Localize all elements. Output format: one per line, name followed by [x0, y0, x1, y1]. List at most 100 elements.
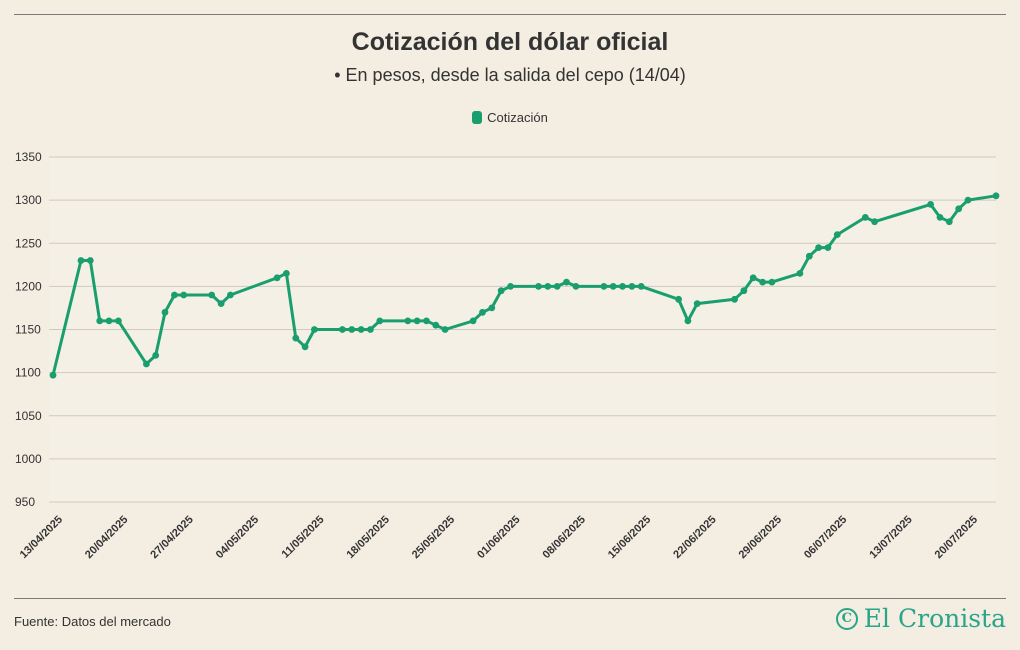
x-tick-label: 06/07/2025 [802, 514, 849, 561]
data-point [497, 287, 505, 295]
data-point [283, 270, 290, 277]
x-tick-label: 04/05/2025 [214, 514, 261, 561]
data-point [292, 334, 300, 342]
data-point [77, 257, 85, 264]
data-point [609, 283, 617, 290]
data-point [441, 326, 449, 333]
x-tick-label: 15/06/2025 [606, 514, 653, 561]
data-point [357, 326, 365, 333]
data-point [637, 283, 645, 290]
data-point [619, 283, 626, 290]
data-point [180, 291, 188, 299]
data-point [740, 287, 748, 295]
data-point [479, 308, 486, 316]
data-point [49, 371, 57, 379]
y-tick-label: 1050 [15, 409, 42, 423]
x-tick-label: 01/06/2025 [475, 514, 522, 561]
data-point [152, 352, 160, 359]
data-point [86, 257, 94, 264]
data-point [675, 295, 682, 303]
y-tick-label: 1000 [15, 452, 42, 466]
data-point [311, 326, 318, 333]
top-divider [14, 14, 1006, 15]
data-point [217, 300, 225, 307]
data-point [833, 231, 841, 239]
legend-swatch [472, 111, 483, 124]
x-tick-label: 25/05/2025 [410, 514, 457, 561]
data-point [535, 283, 542, 290]
y-tick-label: 1250 [15, 236, 42, 250]
data-point [301, 343, 309, 351]
data-point [469, 317, 477, 325]
chart-subtitle: • En pesos, desde la salida del cepo (14… [334, 65, 686, 85]
data-point [684, 317, 692, 325]
y-tick-label: 950 [15, 495, 35, 509]
y-tick-label: 1150 [15, 323, 41, 337]
y-tick-label: 1100 [15, 366, 41, 380]
data-point [871, 218, 878, 226]
legend: Cotización [0, 110, 1020, 125]
data-point [413, 317, 421, 325]
data-point [339, 326, 346, 333]
data-point [273, 274, 281, 282]
data-point [861, 214, 869, 221]
data-point [964, 196, 972, 204]
y-tick-label: 1300 [15, 193, 42, 207]
data-point [171, 291, 178, 299]
data-point [105, 317, 113, 325]
data-point [423, 317, 430, 325]
bottom-divider [14, 598, 1006, 599]
data-point [488, 304, 496, 312]
data-point [553, 283, 561, 290]
data-point [805, 252, 813, 260]
x-tick-label: 18/05/2025 [344, 514, 391, 561]
x-tick-label: 29/06/2025 [737, 514, 784, 561]
line-chart: 950 1000 1050 1100 1150 1200 1250 1300 1350 13/04… [15, 150, 1000, 561]
data-point [955, 205, 963, 213]
data-point [759, 278, 766, 286]
x-tick-label: 13/07/2025 [867, 514, 914, 561]
x-tick-label: 08/06/2025 [541, 514, 588, 561]
data-point [404, 317, 412, 325]
source-note: Fuente: Datos del mercado [14, 614, 171, 629]
data-point [143, 360, 150, 368]
data-point [544, 283, 552, 290]
data-point [432, 321, 440, 329]
data-point [936, 214, 944, 221]
data-point [96, 317, 104, 325]
data-point [227, 291, 234, 299]
data-point [815, 244, 822, 252]
chart-title: Cotización del dólar oficial [351, 28, 669, 56]
data-point [161, 308, 169, 316]
data-point [376, 317, 384, 325]
data-point [208, 291, 216, 299]
x-tick-label: 22/06/2025 [671, 514, 718, 561]
brand-name: El Cronista [863, 604, 1006, 633]
x-tick-label: 20/07/2025 [933, 514, 980, 561]
data-point [927, 201, 934, 208]
data-point [348, 326, 356, 333]
brand-logo: C El Cronista [835, 604, 1006, 633]
data-point [563, 278, 570, 286]
x-tick-label: 11/05/2025 [280, 514, 327, 561]
data-point [600, 283, 608, 290]
y-tick-label: 1350 [15, 150, 42, 164]
data-point [572, 283, 580, 290]
brand-mark-icon: C [835, 607, 858, 630]
data-point [731, 295, 738, 303]
data-point [628, 283, 636, 290]
data-point [115, 317, 122, 325]
x-tick-label: 20/04/2025 [83, 514, 130, 561]
data-point [507, 283, 514, 290]
data-point [768, 278, 776, 286]
data-point [992, 192, 1000, 200]
x-tick-label: 13/04/2025 [18, 514, 65, 561]
legend-label: Cotización [487, 110, 548, 125]
data-point [796, 270, 804, 277]
data-point [367, 326, 374, 333]
data-point [749, 274, 757, 282]
data-point [824, 244, 832, 252]
x-tick-label: 27/04/2025 [148, 514, 195, 561]
y-tick-label: 1200 [15, 279, 42, 293]
data-point [693, 300, 701, 307]
